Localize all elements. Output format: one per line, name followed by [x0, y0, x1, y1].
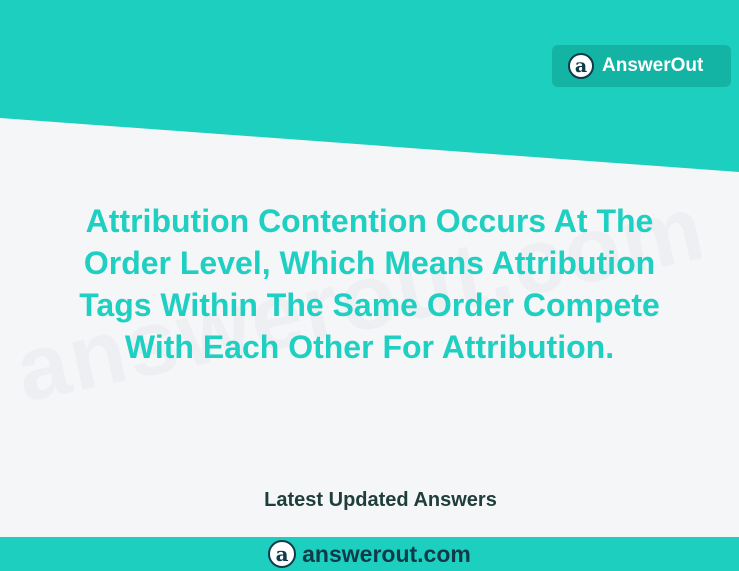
question-line: Attribution Contention Occurs At The — [85, 203, 654, 239]
brand-name: AnswerOut — [602, 55, 704, 76]
answerout-logo-icon: a — [268, 540, 297, 568]
question-line: Order Level, Which Means Attribution — [83, 245, 656, 281]
site-url-link[interactable]: answerout.com — [302, 540, 471, 567]
answerout-logo-icon: a — [568, 53, 594, 79]
question-line: With Each Other For Attribution. — [124, 329, 615, 365]
question-line: Tags Within The Same Order Compete — [79, 287, 660, 323]
footer-bar: a answerout.com — [0, 537, 739, 571]
brand-badge[interactable]: a AnswerOut — [552, 45, 731, 87]
question-heading: Attribution Contention Occurs At The Ord… — [20, 200, 719, 368]
latest-answers-label: Latest Updated Answers — [264, 489, 497, 511]
